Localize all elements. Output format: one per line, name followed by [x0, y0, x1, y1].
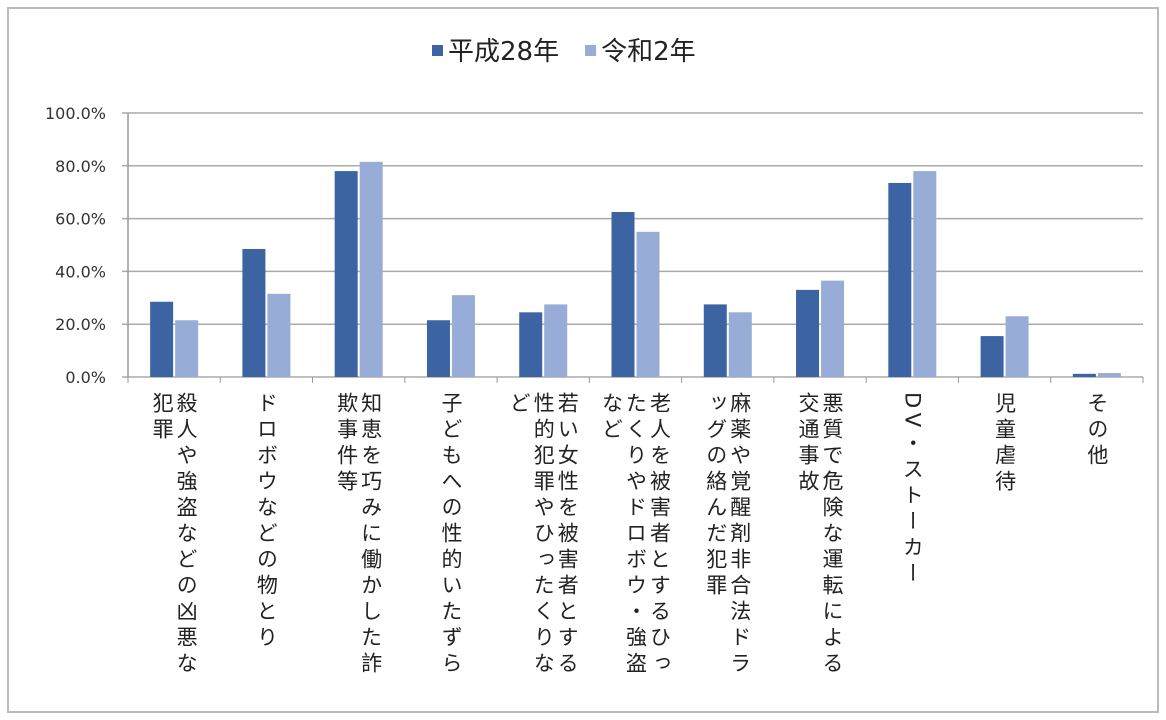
bar [519, 312, 543, 377]
x-label-box: ドロボウなどの物とり [220, 392, 312, 712]
bar [1072, 373, 1096, 377]
y-tick-label: 60.0% [55, 210, 106, 229]
bar [334, 171, 358, 377]
x-label-box: 老人を被害者とするひったくりやドロボウ・強盗など [589, 392, 681, 712]
x-label-box: 麻薬や覚醒剤非合法ドラッグの絡んだ犯罪 [682, 392, 774, 712]
x-tick-label: DV・ストーカー [900, 392, 925, 589]
x-label-box: 悪質で危険な運転による交通事故 [774, 392, 866, 712]
x-tick-label: 児童虐待 [992, 392, 1017, 496]
bar [544, 304, 568, 377]
x-label-box: その他 [1051, 392, 1143, 712]
bar [728, 312, 752, 377]
bar [888, 182, 912, 377]
bar [451, 295, 475, 377]
chart-border [7, 7, 1159, 713]
y-tick-label: 40.0% [55, 262, 106, 281]
x-tick-label: 知恵を巧みに働かした詐欺事件等 [334, 392, 383, 678]
bar [267, 293, 291, 377]
x-tick-label: 老人を被害者とするひったくりやドロボウ・強盗など [599, 392, 672, 678]
bar [175, 320, 199, 377]
x-label-box: 知恵を巧みに働かした詐欺事件等 [313, 392, 405, 712]
y-tick-label: 20.0% [55, 315, 106, 334]
bar [703, 304, 727, 377]
y-tick-label: 0.0% [65, 368, 106, 387]
x-tick-label: 麻薬や覚醒剤非合法ドラッグの絡んだ犯罪 [703, 392, 752, 678]
x-label-box: 若い女性を被害者とする性的犯罪やひったくりなど [497, 392, 589, 712]
x-label-box: 児童虐待 [958, 392, 1050, 712]
bar [242, 248, 266, 377]
bar [913, 171, 937, 377]
x-tick-label: ドロボウなどの物とり [254, 392, 279, 652]
x-label-box: DV・ストーカー [866, 392, 958, 712]
bar [611, 212, 635, 377]
bar [150, 301, 174, 377]
x-tick-label: 悪質で危険な運転による交通事故 [796, 392, 845, 678]
legend-label: 令和2年 [601, 37, 696, 67]
x-tick-label: 若い女性を被害者とする性的犯罪やひったくりなど [507, 392, 580, 678]
bar [636, 231, 660, 377]
y-tick-label: 80.0% [55, 157, 106, 176]
bar [1097, 373, 1121, 377]
bar [1005, 316, 1029, 377]
x-label-box: 殺人や強盗などの凶悪な犯罪 [128, 392, 220, 712]
bar [821, 280, 845, 377]
x-tick-label: 殺人や強盗などの凶悪な犯罪 [150, 392, 199, 678]
y-tick-label: 100.0% [45, 104, 106, 123]
x-tick-label: 子どもへの性的いたずら [438, 392, 463, 678]
bar [796, 289, 820, 377]
x-label-box: 子どもへの性的いたずら [405, 392, 497, 712]
bar [426, 320, 450, 377]
legend-swatch [432, 45, 443, 56]
legend-swatch [585, 45, 597, 56]
legend-label: 平成28年 [448, 37, 559, 67]
x-tick-label: その他 [1084, 392, 1109, 470]
bar [359, 161, 383, 377]
bar [980, 336, 1004, 377]
